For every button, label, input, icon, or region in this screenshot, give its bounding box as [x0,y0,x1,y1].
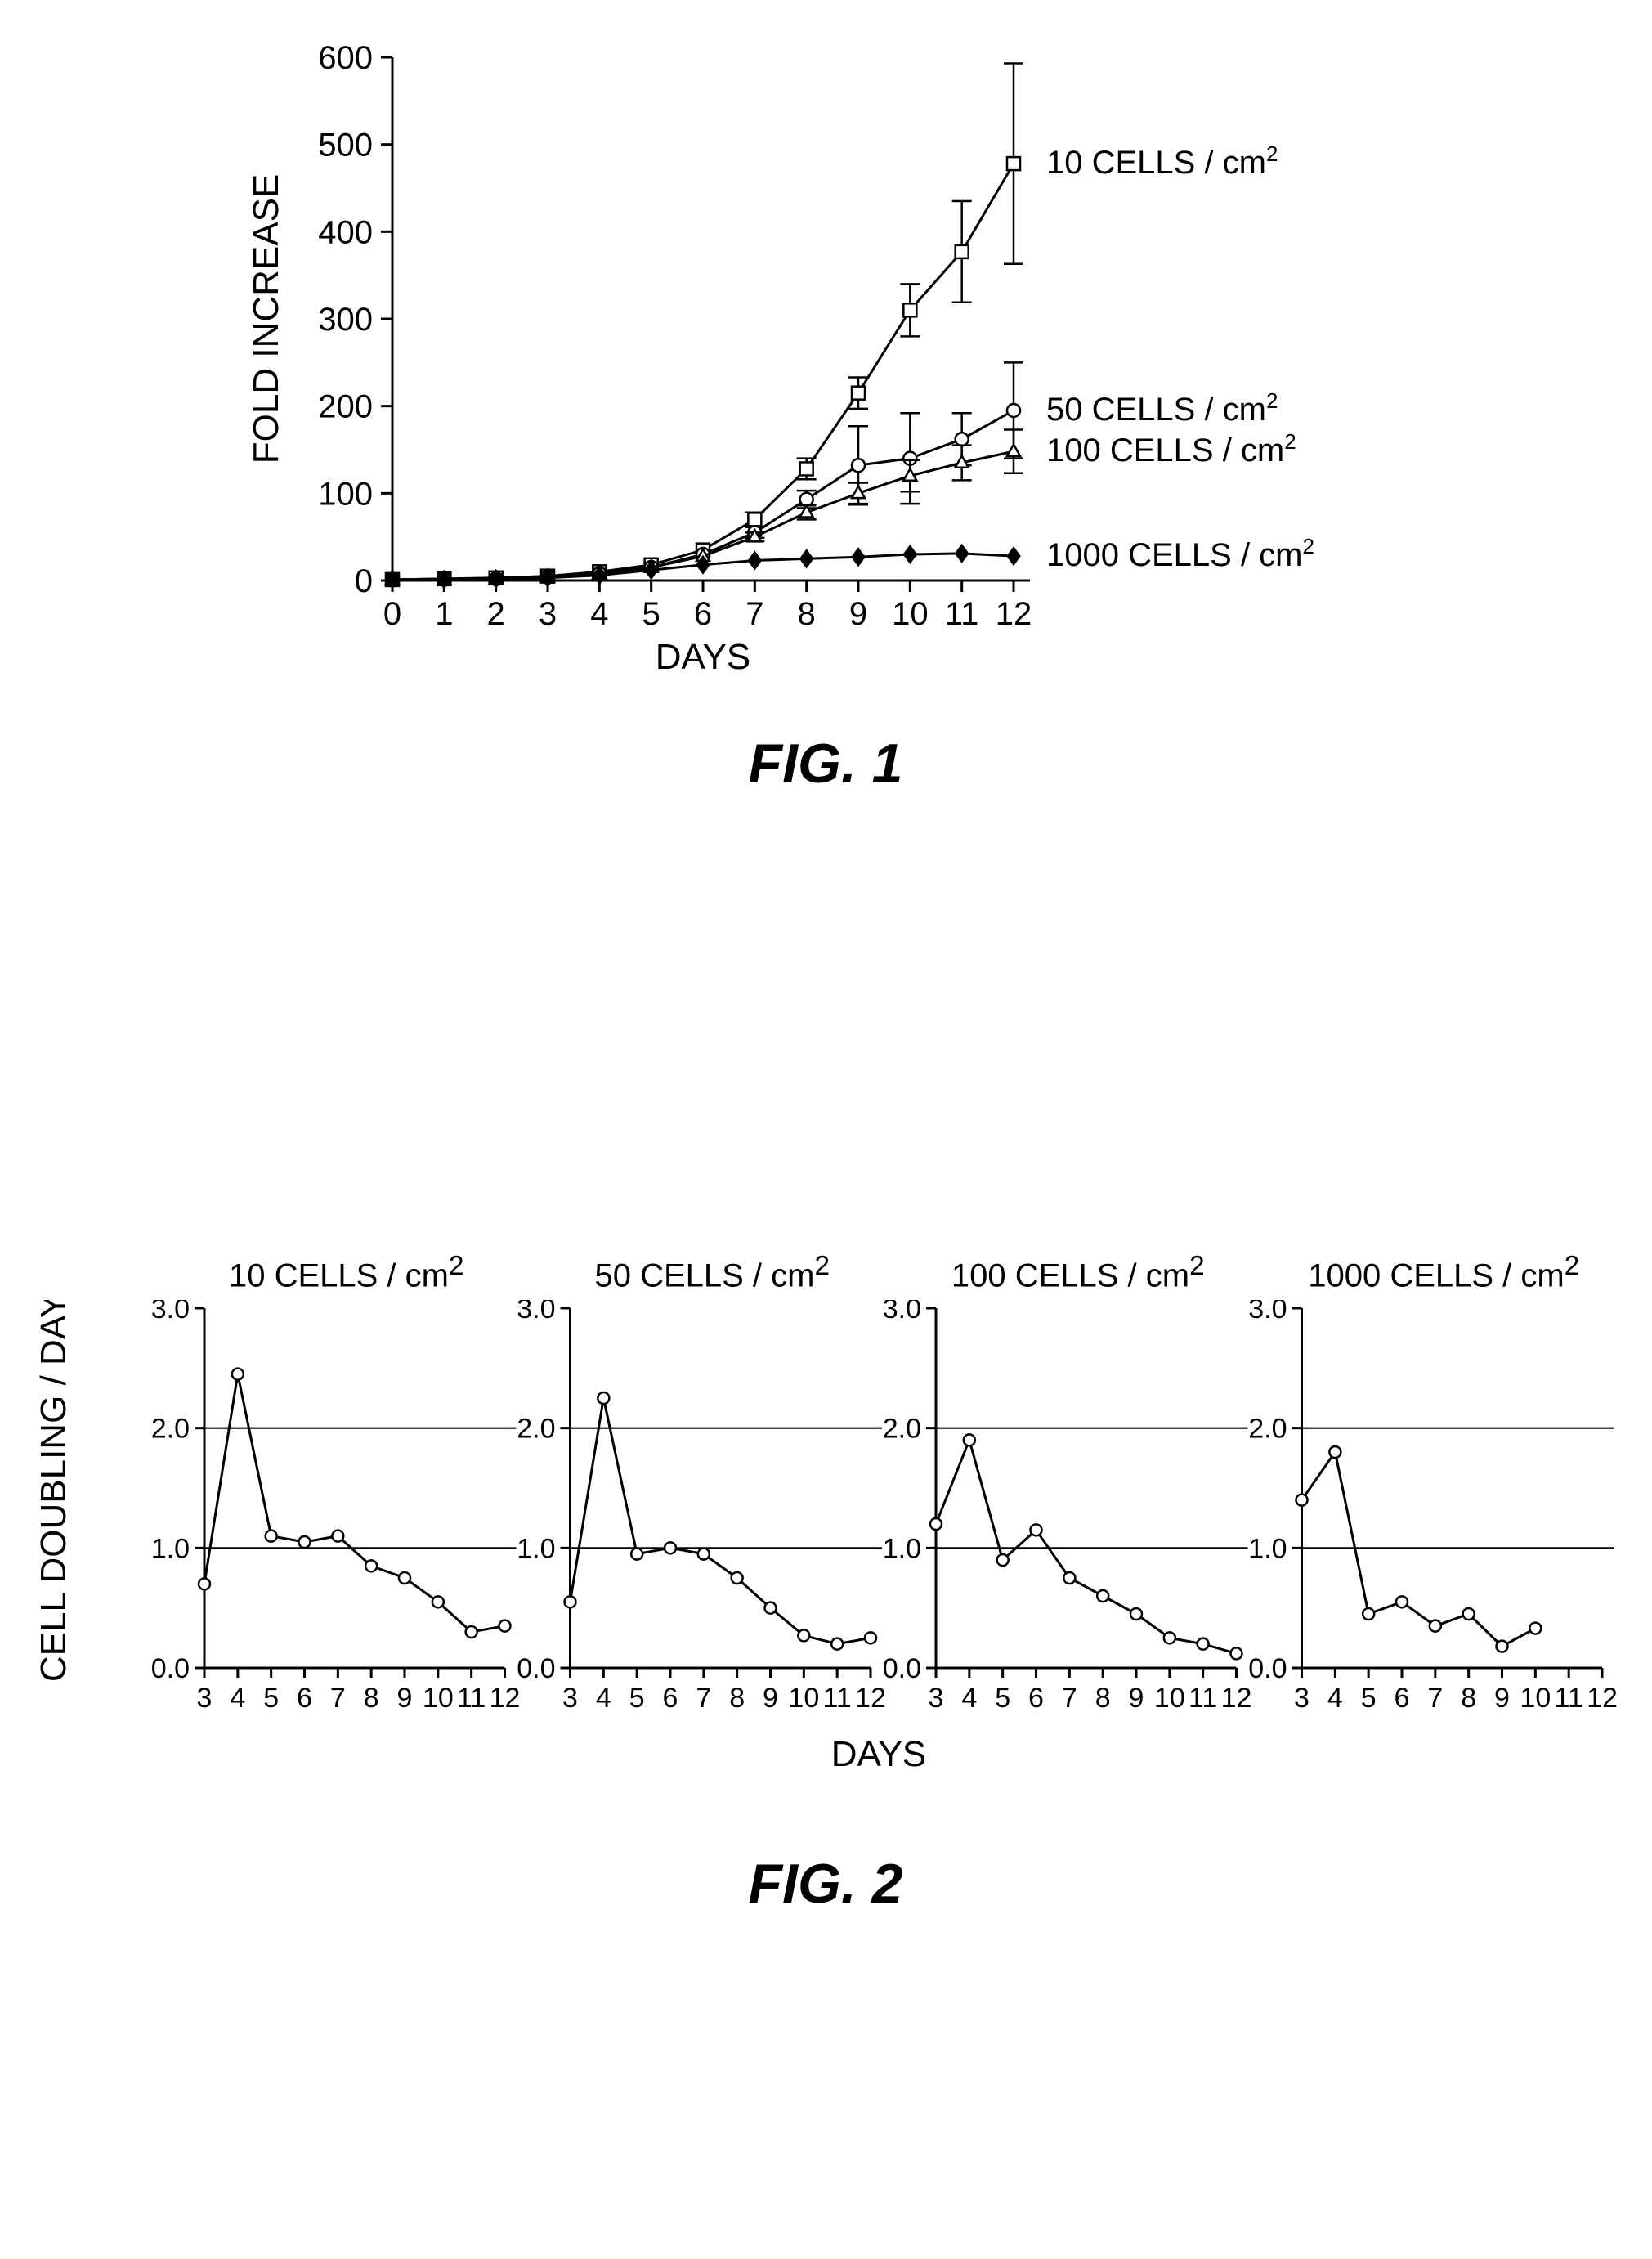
svg-text:3: 3 [539,596,557,632]
svg-text:12: 12 [996,596,1032,632]
svg-text:3: 3 [197,1683,213,1714]
svg-text:200: 200 [318,389,373,425]
svg-text:11: 11 [823,1683,852,1714]
svg-text:12: 12 [1221,1683,1252,1714]
svg-text:3.0: 3.0 [517,1300,555,1324]
svg-text:2.0: 2.0 [151,1414,190,1445]
fig2-caption: FIG. 2 [33,1852,1618,1916]
svg-text:8: 8 [1095,1683,1111,1714]
svg-text:9: 9 [1494,1683,1510,1714]
svg-text:10: 10 [423,1683,454,1714]
figure-1: 01002003004005006000123456789101112FOLD … [213,33,1439,796]
svg-text:3.0: 3.0 [1248,1300,1287,1324]
svg-text:4: 4 [596,1683,611,1714]
svg-text:100 CELLS / cm2: 100 CELLS / cm2 [1046,429,1296,468]
svg-text:2.0: 2.0 [883,1414,921,1445]
svg-text:4: 4 [1327,1683,1343,1714]
svg-text:600: 600 [318,40,373,76]
svg-text:4: 4 [230,1683,245,1714]
svg-text:9: 9 [397,1683,413,1714]
svg-text:9: 9 [763,1683,778,1714]
svg-text:50 CELLS / cm2: 50 CELLS / cm2 [1046,388,1278,428]
svg-text:3.0: 3.0 [151,1300,190,1324]
svg-text:1.0: 1.0 [1248,1533,1287,1564]
svg-text:6: 6 [1395,1683,1410,1714]
svg-text:6: 6 [1028,1683,1044,1714]
svg-text:7: 7 [1427,1683,1443,1714]
svg-text:6: 6 [663,1683,678,1714]
svg-text:11: 11 [945,596,979,632]
svg-text:0.0: 0.0 [883,1653,921,1684]
svg-text:1.0: 1.0 [517,1533,555,1564]
svg-text:7: 7 [330,1683,346,1714]
svg-text:FOLD INCREASE: FOLD INCREASE [246,174,286,464]
svg-text:7: 7 [696,1683,711,1714]
svg-text:500: 500 [318,128,373,164]
fig2-panel-title: 100 CELLS / cm2 [903,1251,1253,1294]
svg-text:8: 8 [729,1683,745,1714]
fig2-chart-svg: CELL DOUBLING / DAYDAYS0.01.02.03.034567… [33,1300,1618,1807]
svg-text:0.0: 0.0 [1248,1653,1287,1684]
svg-text:0: 0 [383,596,401,632]
svg-text:400: 400 [318,214,373,250]
svg-text:8: 8 [364,1683,379,1714]
svg-text:1000 CELLS / cm2: 1000 CELLS / cm2 [1046,534,1314,573]
svg-text:2.0: 2.0 [1248,1414,1287,1445]
svg-text:10: 10 [1154,1683,1185,1714]
svg-text:5: 5 [1361,1683,1377,1714]
svg-text:7: 7 [745,596,763,632]
svg-text:11: 11 [1555,1683,1583,1714]
svg-text:10: 10 [1520,1683,1551,1714]
svg-text:6: 6 [694,596,712,632]
svg-text:1.0: 1.0 [883,1533,921,1564]
svg-text:300: 300 [318,302,373,338]
svg-text:1.0: 1.0 [151,1533,190,1564]
svg-text:9: 9 [1129,1683,1144,1714]
fig1-caption: FIG. 1 [213,732,1439,796]
svg-text:6: 6 [297,1683,312,1714]
svg-text:7: 7 [1062,1683,1077,1714]
svg-text:12: 12 [1587,1683,1618,1714]
svg-text:5: 5 [629,1683,645,1714]
svg-text:10 CELLS / cm2: 10 CELLS / cm2 [1046,141,1278,181]
svg-text:3: 3 [1294,1683,1310,1714]
svg-text:3.0: 3.0 [883,1300,921,1324]
svg-text:100: 100 [318,476,373,512]
svg-text:0: 0 [355,563,373,599]
svg-text:8: 8 [798,596,816,632]
svg-text:11: 11 [457,1683,486,1714]
svg-text:0.0: 0.0 [517,1653,555,1684]
svg-text:5: 5 [995,1683,1010,1714]
svg-text:9: 9 [849,596,867,632]
svg-text:11: 11 [1189,1683,1217,1714]
fig2-panel-title: 50 CELLS / cm2 [538,1251,888,1294]
svg-text:3: 3 [562,1683,578,1714]
fig2-panel-title: 1000 CELLS / cm2 [1269,1251,1619,1294]
fig2-panel-title: 10 CELLS / cm2 [172,1251,522,1294]
svg-text:3: 3 [929,1683,944,1714]
figure-2: 10 CELLS / cm2 50 CELLS / cm2 100 CELLS / … [33,1251,1618,1916]
svg-text:10: 10 [892,596,929,632]
svg-text:5: 5 [263,1683,279,1714]
svg-text:2: 2 [487,596,505,632]
fig1-chart-svg: 01002003004005006000123456789101112FOLD … [213,33,1439,703]
svg-text:DAYS: DAYS [656,637,751,677]
svg-text:10: 10 [788,1683,819,1714]
svg-text:2.0: 2.0 [517,1414,555,1445]
svg-text:5: 5 [642,596,660,632]
svg-text:0.0: 0.0 [151,1653,190,1684]
svg-text:1: 1 [435,596,453,632]
svg-text:4: 4 [961,1683,977,1714]
fig2-panel-titles-row: 10 CELLS / cm2 50 CELLS / cm2 100 CELLS / … [33,1251,1618,1300]
svg-text:12: 12 [855,1683,886,1714]
svg-text:DAYS: DAYS [831,1734,927,1774]
svg-text:8: 8 [1461,1683,1476,1714]
svg-text:4: 4 [590,596,608,632]
svg-text:CELL DOUBLING / DAY: CELL DOUBLING / DAY [34,1300,74,1682]
svg-text:12: 12 [490,1683,521,1714]
